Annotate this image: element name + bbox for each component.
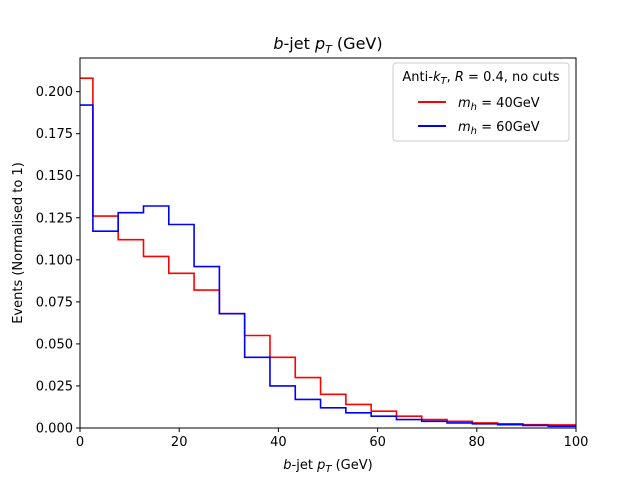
series-line-m60 <box>80 104 576 428</box>
y-axis-label: Events (Normalised to 1) <box>11 162 26 324</box>
y-axis: 0.000 0.025 0.050 0.075 0.100 0.125 0.150 0.175… <box>36 85 80 437</box>
legend-label-m40: mh = 40GeV <box>458 96 540 113</box>
y-tick-label: 0.150 <box>36 169 73 184</box>
chart-title: b-jet pT (GeV) <box>273 34 382 56</box>
y-tick-label: 0.025 <box>36 379 73 394</box>
series-line-m40 <box>80 77 576 426</box>
legend-title: Anti-kT, R = 0.4, no cuts <box>402 70 559 87</box>
x-tick-label: 60 <box>369 435 386 450</box>
legend-frame <box>392 62 570 142</box>
y-tick-label: 0.000 <box>36 422 73 437</box>
x-tick-label: 40 <box>270 435 287 450</box>
y-tick-label: 0.175 <box>36 127 73 142</box>
y-tick-label: 0.200 <box>36 85 73 100</box>
x-axis: 0 20 40 60 80 100 <box>76 428 589 450</box>
x-axis-label: b-jet pT (GeV) <box>283 458 372 475</box>
x-tick-label: 20 <box>171 435 188 450</box>
x-tick-label: 0 <box>76 435 84 450</box>
y-tick-label: 0.050 <box>36 337 73 352</box>
y-tick-label: 0.100 <box>36 253 73 268</box>
axes-frame <box>79 57 577 429</box>
legend-label-m60: mh = 60GeV <box>458 120 540 137</box>
y-tick-label: 0.125 <box>36 211 73 226</box>
legend: Anti-kT, R = 0.4, no cuts mh = 40GeV mh … <box>392 62 570 142</box>
x-tick-label: 100 <box>564 435 589 450</box>
x-tick-label: 80 <box>469 435 486 450</box>
y-tick-label: 0.075 <box>36 295 73 310</box>
plot-area <box>80 77 576 428</box>
